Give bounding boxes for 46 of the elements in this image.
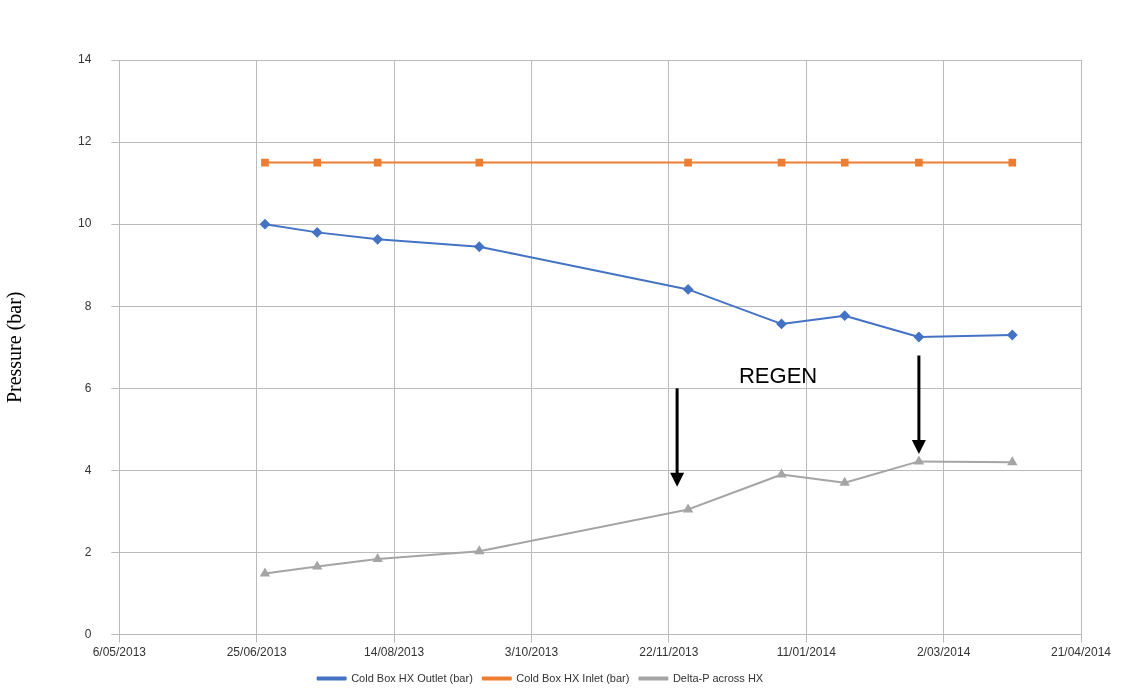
legend-label: Cold Box HX Inlet (bar) [516,671,630,684]
point [683,504,693,513]
point [776,318,787,329]
point [1007,457,1017,466]
point [372,234,383,245]
y-tick-label: 10 [77,216,92,231]
legend-label: Delta-P across HX [672,671,764,684]
point [840,477,850,486]
point [260,568,270,577]
point [312,227,323,238]
x-tick-label: 2/03/2014 [916,645,971,660]
point [1007,329,1018,340]
point [474,241,485,252]
legend-label: Cold Box HX Outlet (bar) [351,671,473,684]
x-tick-label: 21/04/2014 [1050,645,1112,660]
y-tick-label: 6 [84,380,92,395]
point [1008,158,1017,167]
point [914,456,924,465]
y-axis-title: Pressure (bar) [3,291,27,404]
point [259,219,270,230]
point [312,561,322,570]
y-tick-label: 14 [77,52,92,67]
y-tick-label: 8 [84,298,92,313]
point [913,332,924,343]
y-tick-label: 0 [84,626,92,641]
y-tick-label: 4 [84,462,92,477]
point [839,310,850,321]
point [261,158,269,167]
y-tick-label: 12 [77,134,92,149]
point [474,546,484,555]
x-tick-label: 3/10/2013 [504,645,559,660]
point [777,469,786,478]
point [840,158,849,167]
point [684,158,692,167]
x-tick-label: 11/01/2014 [776,645,837,660]
x-tick-label: 6/05/2013 [92,645,147,660]
point [313,158,321,167]
x-tick-label: 25/06/2013 [226,645,288,660]
point [373,554,383,563]
point [475,158,484,167]
y-tick-label: 2 [84,544,92,559]
x-tick-label: 22/11/2013 [639,645,699,660]
point [683,284,694,295]
point [915,158,923,167]
annotation: REGEN [738,362,818,388]
x-tick-label: 14/08/2013 [364,645,425,660]
